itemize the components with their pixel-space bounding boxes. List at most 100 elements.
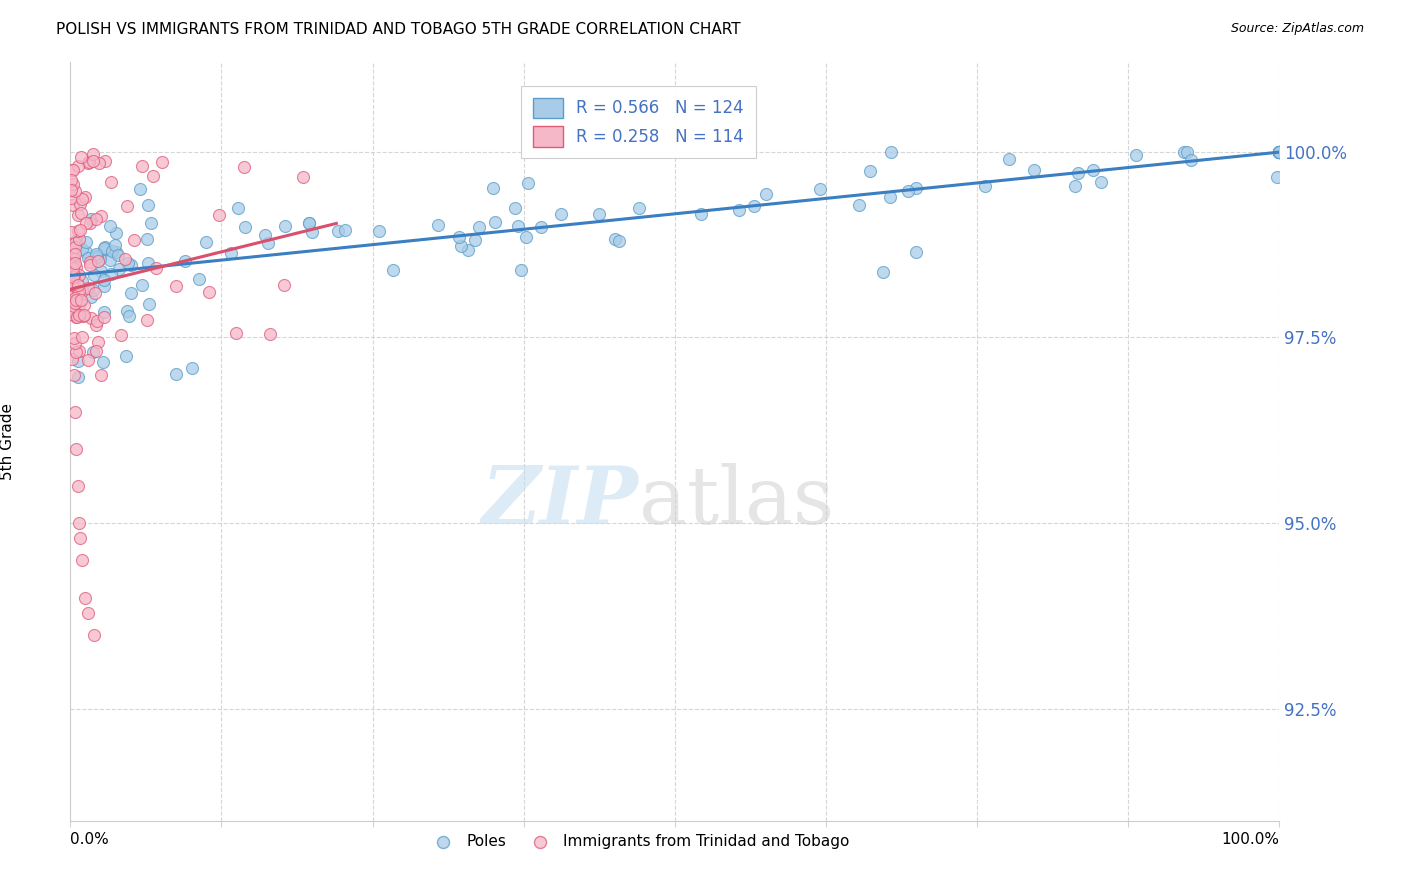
Point <box>90 368 111 382</box>
Point <box>1022 162 1045 177</box>
Point <box>150 155 173 169</box>
Point <box>72 192 94 206</box>
Point <box>79 255 101 269</box>
Point <box>63 236 86 251</box>
Text: Source: ZipAtlas.com: Source: ZipAtlas.com <box>1230 22 1364 36</box>
Point <box>65 310 87 325</box>
Point <box>515 230 537 244</box>
Point <box>173 254 195 268</box>
Point <box>63 294 86 309</box>
Point <box>63 297 86 311</box>
Point <box>627 202 650 216</box>
Point <box>122 233 145 247</box>
Point <box>872 265 894 279</box>
Point <box>198 285 221 299</box>
Point <box>120 286 142 301</box>
Point <box>274 219 297 233</box>
Point <box>80 212 103 227</box>
Point <box>65 246 87 260</box>
Point <box>104 237 127 252</box>
Point <box>67 268 90 282</box>
Point <box>82 147 104 161</box>
Point <box>221 246 243 260</box>
Point <box>257 235 280 250</box>
Point <box>63 331 86 345</box>
Point <box>66 208 89 222</box>
Point <box>65 345 87 359</box>
Point <box>457 243 479 257</box>
Point <box>82 345 104 359</box>
Point <box>1173 145 1195 159</box>
Point <box>65 235 87 249</box>
Point <box>1063 179 1085 194</box>
Point <box>503 201 526 215</box>
Point <box>73 591 96 605</box>
Point <box>67 308 90 322</box>
Y-axis label: 5th Grade: 5th Grade <box>0 403 14 480</box>
Point <box>1268 145 1291 159</box>
Point <box>98 219 121 234</box>
Point <box>79 290 101 304</box>
Point <box>136 232 159 246</box>
Point <box>464 233 486 247</box>
Point <box>67 232 90 246</box>
Point <box>66 278 89 293</box>
Point <box>67 284 90 298</box>
Point <box>82 283 104 297</box>
Point <box>62 198 84 212</box>
Point <box>73 298 96 312</box>
Point <box>59 182 82 196</box>
Point <box>87 155 110 169</box>
Point <box>181 361 204 376</box>
Point <box>93 279 115 293</box>
Point <box>84 249 107 263</box>
Point <box>93 241 115 255</box>
Point <box>117 303 139 318</box>
Point <box>609 234 631 248</box>
Point <box>90 264 112 278</box>
Point <box>131 277 153 292</box>
Point <box>62 277 84 292</box>
Text: 100.0%: 100.0% <box>1222 831 1279 847</box>
Point <box>60 256 83 270</box>
Point <box>62 252 84 266</box>
Point <box>66 479 89 493</box>
Point <box>1180 153 1202 167</box>
Point <box>858 164 880 178</box>
Point <box>427 218 450 232</box>
Point <box>93 240 115 254</box>
Point <box>1268 145 1291 159</box>
Point <box>509 263 531 277</box>
Point <box>63 268 86 283</box>
Point <box>136 256 159 270</box>
Point <box>848 197 870 211</box>
Point <box>530 219 553 234</box>
Point <box>86 251 108 265</box>
Point <box>1265 170 1288 185</box>
Point <box>66 310 89 324</box>
Point <box>450 239 472 253</box>
Text: ZIP: ZIP <box>482 464 638 541</box>
Point <box>89 252 111 267</box>
Point <box>728 203 751 218</box>
Point <box>82 154 104 169</box>
Point <box>298 216 321 230</box>
Point <box>60 307 83 321</box>
Point <box>67 287 90 301</box>
Point <box>59 191 82 205</box>
Point <box>93 273 115 287</box>
Point <box>1268 145 1291 159</box>
Point <box>550 207 572 221</box>
Point <box>120 258 142 272</box>
Point <box>84 212 107 227</box>
Point <box>77 352 100 367</box>
Point <box>100 267 122 281</box>
Point <box>110 328 132 343</box>
Point <box>84 318 107 333</box>
Point <box>335 223 357 237</box>
Point <box>115 350 138 364</box>
Point <box>998 152 1021 166</box>
Point <box>165 279 187 293</box>
Point <box>1268 145 1291 159</box>
Legend: Poles, Immigrants from Trinidad and Tobago: Poles, Immigrants from Trinidad and Toba… <box>422 828 855 855</box>
